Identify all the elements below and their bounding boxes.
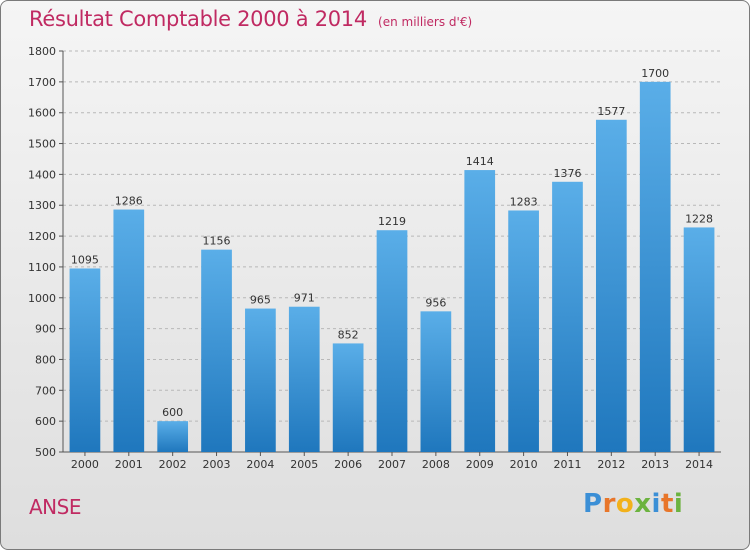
bar-value-label: 1376 xyxy=(553,167,581,180)
bar-2012 xyxy=(595,119,627,452)
x-tick-label: 2010 xyxy=(510,458,538,471)
bar-2009 xyxy=(464,170,496,452)
y-tick-label: 1500 xyxy=(28,138,56,151)
title-row: Résultat Comptable 2000 à 2014 (en milli… xyxy=(29,7,472,31)
bar-value-label: 1228 xyxy=(685,212,713,225)
axis-layer: 500 600 700 800 900 1000 1100 1200 1300 1400 1500 1… xyxy=(28,45,721,471)
x-tick-label: 2004 xyxy=(246,458,274,471)
y-tick-label: 1600 xyxy=(28,107,56,120)
y-tick-label: 1200 xyxy=(28,230,56,243)
logo-letter: r xyxy=(602,489,616,519)
bar-2008 xyxy=(420,311,452,452)
x-tick-label: 2013 xyxy=(641,458,669,471)
x-tick-label: 2014 xyxy=(685,458,713,471)
y-tick-label: 1700 xyxy=(28,76,56,89)
logo-letter: i xyxy=(673,489,684,519)
bar-2010 xyxy=(508,210,539,452)
bar-2004 xyxy=(245,308,276,452)
commune-name: ANSE xyxy=(29,495,81,519)
bar-value-label: 600 xyxy=(162,406,183,419)
x-tick-label: 2001 xyxy=(115,458,143,471)
bar-2013 xyxy=(639,81,671,452)
chart-subtitle: (en milliers d'€) xyxy=(378,15,473,29)
bar-value-label: 1414 xyxy=(466,155,494,168)
y-tick-label: 600 xyxy=(35,415,56,428)
y-tick-label: 1000 xyxy=(28,292,56,305)
x-tick-label: 2011 xyxy=(553,458,581,471)
bar-value-label: 1286 xyxy=(115,195,143,208)
y-tick-label: 1100 xyxy=(28,261,56,274)
x-tick-label: 2002 xyxy=(159,458,187,471)
x-tick-label: 2009 xyxy=(466,458,494,471)
x-tick-label: 2000 xyxy=(71,458,99,471)
x-tick-label: 2012 xyxy=(597,458,625,471)
bar-value-label: 965 xyxy=(250,294,271,307)
x-tick-label: 2007 xyxy=(378,458,406,471)
bar-2005 xyxy=(288,306,320,452)
y-tick-label: 1800 xyxy=(28,45,56,58)
y-tick-label: 1300 xyxy=(28,199,56,212)
logo-letter: o xyxy=(615,489,635,519)
y-tick-label: 700 xyxy=(35,384,56,397)
bar-2007 xyxy=(376,230,408,452)
x-tick-label: 2003 xyxy=(203,458,231,471)
logo-letter: P xyxy=(583,489,603,519)
logo-letter: t xyxy=(660,489,674,519)
bar-value-label: 852 xyxy=(338,328,359,341)
bar-2001 xyxy=(113,209,145,452)
x-tick-label: 2005 xyxy=(290,458,318,471)
bar-value-label: 1283 xyxy=(510,195,538,208)
bar-value-label: 1577 xyxy=(597,105,625,118)
bar-2002 xyxy=(157,421,189,452)
bar-value-label: 1095 xyxy=(71,253,99,266)
bar-2000 xyxy=(69,268,101,452)
x-tick-label: 2008 xyxy=(422,458,450,471)
bar-2011 xyxy=(552,181,583,452)
bar-layer xyxy=(69,81,715,452)
y-tick-label: 500 xyxy=(35,446,56,459)
bar-value-label: 1219 xyxy=(378,215,406,228)
bar-value-label: 1156 xyxy=(203,235,231,248)
logo-letter: i xyxy=(651,489,661,519)
bar-value-label: 971 xyxy=(294,292,315,305)
logo-letter: x xyxy=(634,489,652,519)
x-tick-label: 2006 xyxy=(334,458,362,471)
y-tick-label: 1400 xyxy=(28,168,56,181)
chart-title: Résultat Comptable 2000 à 2014 xyxy=(29,7,367,31)
bar-value-label: 1700 xyxy=(641,67,669,80)
label-layer: 1095 1286 600 1156 965 971 852 1219 956 1414 1283 1… xyxy=(71,67,713,419)
y-tick-label: 800 xyxy=(35,353,56,366)
proxiti-logo: Proxiti xyxy=(583,489,683,519)
y-tick-label: 900 xyxy=(35,323,56,336)
bar-2014 xyxy=(683,227,715,452)
bar-value-label: 956 xyxy=(425,296,446,309)
bar-2006 xyxy=(332,343,364,452)
bar-2003 xyxy=(201,249,232,452)
